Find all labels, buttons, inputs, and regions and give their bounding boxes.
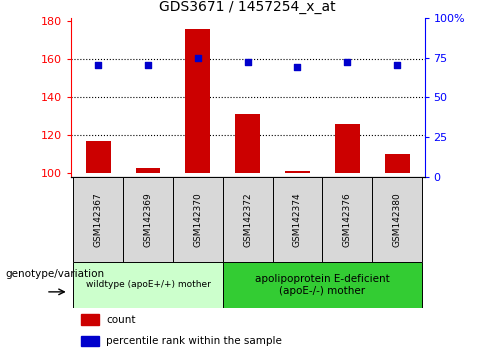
Bar	[235, 114, 260, 173]
Bar	[81, 336, 99, 346]
Text: count: count	[106, 315, 136, 325]
Bar	[173, 177, 223, 262]
Bar	[372, 177, 422, 262]
Bar	[385, 154, 409, 173]
Bar	[81, 314, 99, 325]
Bar	[86, 141, 111, 173]
Text: percentile rank within the sample: percentile rank within the sample	[106, 336, 282, 346]
Point	[393, 63, 401, 68]
Text: GSM142380: GSM142380	[393, 192, 402, 247]
Bar	[223, 262, 422, 308]
Bar	[73, 177, 123, 262]
Title: GDS3671 / 1457254_x_at: GDS3671 / 1457254_x_at	[160, 0, 336, 14]
Bar	[285, 171, 310, 173]
Text: wildtype (apoE+/+) mother: wildtype (apoE+/+) mother	[85, 280, 210, 290]
Bar	[273, 177, 323, 262]
Point	[144, 63, 152, 68]
Text: genotype/variation: genotype/variation	[5, 269, 104, 279]
Text: GSM142367: GSM142367	[94, 192, 102, 247]
Point	[94, 63, 102, 68]
Text: apolipoprotein E-deficient
(apoE-/-) mother: apolipoprotein E-deficient (apoE-/-) mot…	[255, 274, 390, 296]
Point	[294, 64, 302, 70]
Point	[194, 55, 202, 60]
Bar	[223, 177, 273, 262]
Text: GSM142372: GSM142372	[243, 192, 252, 247]
Text: GSM142369: GSM142369	[143, 192, 152, 247]
Bar	[185, 29, 210, 173]
Bar	[323, 177, 372, 262]
Point	[344, 59, 351, 65]
Bar	[73, 262, 223, 308]
Bar	[136, 167, 161, 173]
Point	[244, 59, 252, 65]
Text: GSM142374: GSM142374	[293, 192, 302, 247]
Bar	[335, 124, 360, 173]
Text: GSM142370: GSM142370	[193, 192, 203, 247]
Text: GSM142376: GSM142376	[343, 192, 352, 247]
Bar	[123, 177, 173, 262]
